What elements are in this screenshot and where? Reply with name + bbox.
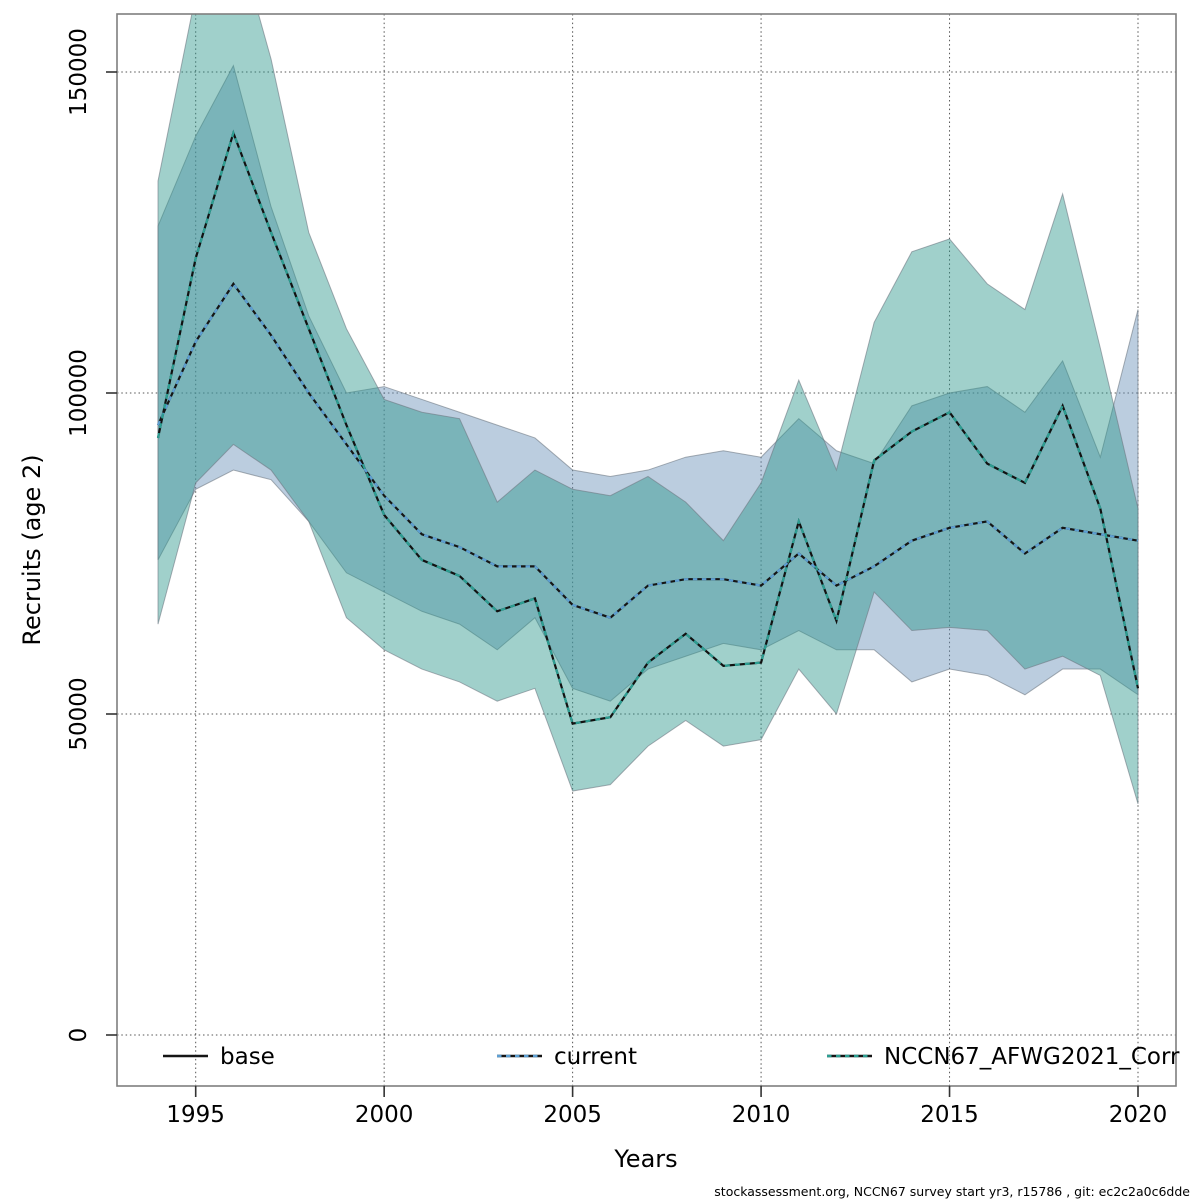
plot-area: [117, 14, 1176, 1086]
axis-ticks: [106, 71, 1139, 1097]
footer-note: stockassessment.org, NCCN67 survey start…: [714, 1184, 1190, 1199]
svg-text:1995: 1995: [166, 1102, 225, 1128]
band-nccn67: [157, 14, 1139, 805]
axis-tick-labels: 1995 2000 2005 2010 2015 2020 0 50000 100000 1500…: [66, 28, 1167, 1128]
svg-text:0: 0: [66, 1028, 92, 1043]
svg-text:100000: 100000: [66, 349, 92, 437]
plot-border: [116, 13, 1177, 1087]
svg-text:2010: 2010: [732, 1102, 791, 1128]
gridlines: [117, 14, 1176, 1086]
svg-text:2020: 2020: [1109, 1102, 1168, 1128]
confidence-bands: [157, 14, 1139, 805]
line-nccn67: [156, 129, 1140, 725]
svg-text:2000: 2000: [355, 1102, 414, 1128]
x-axis-title: Years: [613, 1145, 677, 1173]
legend: base current NCCN67_AFWG2021_Corr: [163, 1044, 1180, 1070]
legend-label-nccn67: NCCN67_AFWG2021_Corr: [884, 1044, 1180, 1070]
line-current-under: [156, 281, 1139, 619]
legend-label-current: current: [554, 1044, 637, 1070]
svg-text:50000: 50000: [66, 677, 92, 750]
y-axis-title: Recruits (age 2): [18, 454, 46, 645]
svg-text:150000: 150000: [66, 28, 92, 116]
svg-text:2015: 2015: [920, 1102, 979, 1128]
svg-text:2005: 2005: [543, 1102, 602, 1128]
legend-label-base: base: [220, 1044, 275, 1070]
median-lines: [156, 129, 1140, 725]
